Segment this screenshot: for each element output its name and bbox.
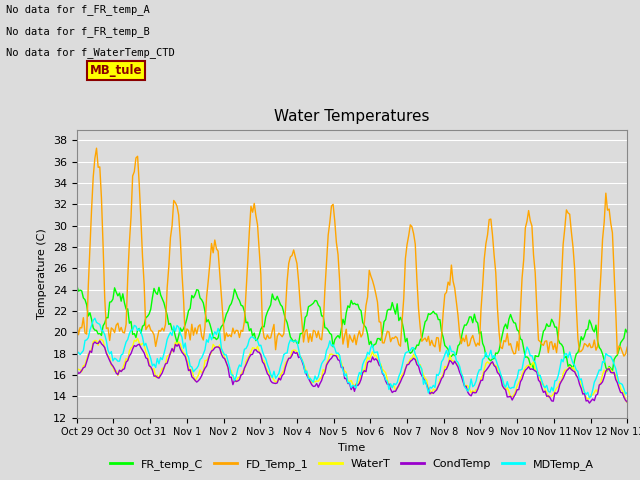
FD_Temp_1 (93, 145, 100, 151)
Y-axis label: Temperature (C): Temperature (C) (37, 228, 47, 319)
CondTemp (586, 400, 593, 406)
CondTemp (239, 371, 246, 377)
CondTemp (525, 364, 532, 370)
Line: FR_temp_C: FR_temp_C (77, 285, 627, 372)
WaterT (531, 366, 539, 372)
Text: MB_tule: MB_tule (90, 64, 142, 77)
FR_temp_C (623, 330, 631, 336)
MDTemp_A (383, 378, 391, 384)
Text: No data for f_WaterTemp_CTD: No data for f_WaterTemp_CTD (6, 47, 175, 58)
MDTemp_A (73, 351, 81, 357)
MDTemp_A (196, 357, 204, 362)
CondTemp (623, 399, 631, 405)
FD_Temp_1 (73, 322, 81, 328)
WaterT (73, 365, 81, 371)
WaterT (239, 368, 246, 374)
CondTemp (196, 376, 204, 382)
FR_temp_C (237, 302, 245, 308)
WaterT (196, 367, 204, 373)
FD_Temp_1 (383, 328, 391, 334)
FR_temp_C (382, 317, 390, 323)
Line: WaterT: WaterT (77, 338, 627, 403)
MDTemp_A (525, 347, 532, 353)
CondTemp (531, 368, 539, 374)
WaterT (525, 362, 532, 368)
WaterT (383, 377, 391, 383)
WaterT (623, 400, 631, 406)
FD_Temp_1 (79, 315, 87, 321)
FR_temp_C (530, 366, 538, 372)
MDTemp_A (623, 390, 631, 396)
MDTemp_A (79, 348, 87, 353)
FR_temp_C (73, 282, 81, 288)
FR_temp_C (523, 354, 531, 360)
Title: Water Temperatures: Water Temperatures (275, 109, 429, 124)
CondTemp (79, 365, 87, 371)
Line: MDTemp_A: MDTemp_A (77, 318, 627, 398)
FD_Temp_1 (620, 353, 628, 359)
WaterT (134, 336, 141, 341)
CondTemp (96, 338, 104, 344)
MDTemp_A (91, 315, 99, 321)
MDTemp_A (531, 360, 539, 365)
FR_temp_C (609, 369, 616, 374)
Text: No data for f_FR_temp_B: No data for f_FR_temp_B (6, 25, 150, 36)
Legend: FR_temp_C, FD_Temp_1, WaterT, CondTemp, MDTemp_A: FR_temp_C, FD_Temp_1, WaterT, CondTemp, … (106, 455, 598, 474)
X-axis label: Time: Time (339, 443, 365, 453)
Line: CondTemp: CondTemp (77, 341, 627, 403)
Text: No data for f_FR_temp_A: No data for f_FR_temp_A (6, 4, 150, 15)
FD_Temp_1 (531, 270, 539, 276)
FD_Temp_1 (525, 208, 532, 214)
CondTemp (73, 367, 81, 373)
Line: FD_Temp_1: FD_Temp_1 (77, 148, 627, 356)
MDTemp_A (239, 355, 246, 361)
FD_Temp_1 (239, 329, 246, 335)
FD_Temp_1 (196, 322, 204, 327)
WaterT (79, 363, 87, 369)
FD_Temp_1 (623, 344, 631, 350)
FR_temp_C (195, 288, 202, 293)
FR_temp_C (79, 295, 87, 301)
CondTemp (383, 382, 391, 387)
MDTemp_A (586, 395, 593, 401)
